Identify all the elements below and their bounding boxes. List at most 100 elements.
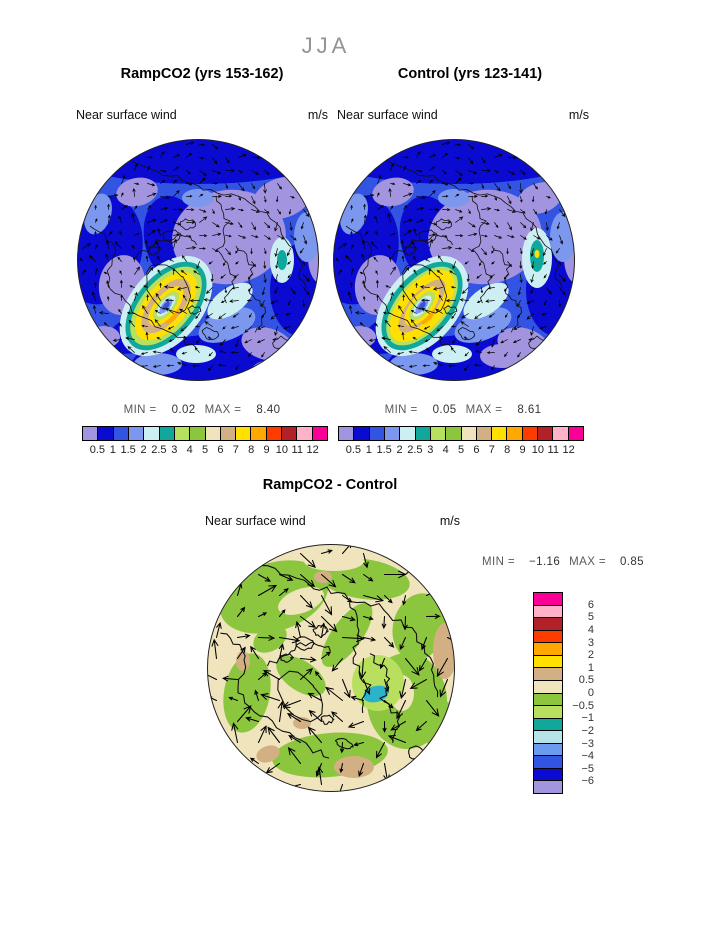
diff-units-label: m/s [439, 514, 460, 528]
colorbar-tick-label: 6 [473, 444, 480, 456]
diff-colorbar: 6 5 4 3 2 1 0.5 0 −0.5 −1 −2 −3 −4 −5 −6 [533, 592, 625, 794]
diff-minmax: MIN = −1.16 MAX = 0.85 [470, 556, 656, 568]
colorbar-segment [368, 427, 384, 440]
colorbar-tick-label: 1 [587, 661, 594, 674]
colorbar-tick-label: 2 [396, 444, 403, 456]
colorbar-tick-label: −6 [581, 775, 594, 788]
diff-max-value: 0.85 [619, 556, 644, 568]
colorbar-tick-label: 11 [291, 444, 303, 456]
ramp-min-label: MIN = [123, 404, 157, 416]
diff-min-label: MIN = [482, 556, 516, 568]
diff-colorbar-segments [533, 592, 563, 794]
colorbar-segment [265, 427, 282, 440]
ramp-units-label: m/s [307, 108, 328, 122]
colorbar-tick-label: 9 [519, 444, 526, 456]
control-units-label: m/s [568, 108, 589, 122]
colorbar-tick-label: −4 [581, 750, 594, 763]
colorbar-tick-label: 3 [427, 444, 434, 456]
colorbar-segment [460, 427, 476, 440]
colorbar-tick-label: 9 [263, 444, 270, 456]
control-field-row: Near surface wind m/s [337, 108, 589, 122]
colorbar-segment [429, 427, 446, 440]
ramp-min-value: 0.02 [171, 404, 196, 416]
colorbar-tick-label: 2.5 [151, 444, 167, 456]
colorbar-tick-label: 0.5 [345, 444, 362, 456]
colorbar-segment [143, 427, 159, 440]
colorbar-segment [311, 427, 327, 440]
colorbar-segment [475, 427, 492, 440]
colorbar-segment [534, 692, 562, 706]
colorbar-segment [399, 427, 415, 440]
colorbar-tick-label: 7 [488, 444, 495, 456]
diff-min-value: −1.16 [529, 556, 561, 568]
colorbar-segment [534, 705, 562, 718]
colorbar-tick-label: 1.5 [120, 444, 136, 456]
control-min-value: 0.05 [432, 404, 457, 416]
control-colorbar-segments [338, 426, 584, 441]
colorbar-tick-label: 10 [531, 444, 544, 456]
colorbar-tick-label: −5 [581, 762, 594, 775]
colorbar-tick-label: 5 [587, 611, 594, 624]
colorbar-tick-label: 8 [248, 444, 255, 456]
colorbar-segment [506, 427, 522, 440]
colorbar-segment [534, 717, 562, 731]
ramp-max-value: 8.40 [256, 404, 281, 416]
colorbar-segment [353, 427, 369, 440]
colorbar-segment [83, 427, 98, 440]
colorbar-segment [521, 427, 538, 440]
colorbar-tick-label: 1 [109, 444, 116, 456]
control-max-value: 8.61 [517, 404, 542, 416]
colorbar-segment [414, 427, 430, 440]
colorbar-tick-label: 11 [547, 444, 559, 456]
colorbar-tick-label: 2 [587, 649, 594, 662]
ramp-colorbar-ticks: 0.5 1 1.5 2 2.5 3 4 5 6 7 8 9 10 11 12 [82, 444, 328, 458]
colorbar-tick-label: −2 [581, 724, 594, 737]
colorbar-segment [537, 427, 553, 440]
colorbar-tick-label: 4 [186, 444, 193, 456]
colorbar-tick-label: 1 [365, 444, 372, 456]
ramp-colorbar-segments [82, 426, 328, 441]
colorbar-segment [534, 617, 562, 630]
colorbar-tick-label: 6 [587, 598, 594, 611]
ramp-map [77, 139, 319, 381]
control-max-label: MAX = [465, 404, 503, 416]
colorbar-segment [339, 427, 354, 440]
colorbar-segment [534, 642, 562, 655]
control-minmax: MIN = 0.05 MAX = 8.61 [337, 404, 589, 416]
colorbar-tick-label: 0.5 [89, 444, 106, 456]
colorbar-segment [219, 427, 236, 440]
colorbar-segment [158, 427, 174, 440]
colorbar-segment [491, 427, 507, 440]
colorbar-segment [250, 427, 266, 440]
control-min-label: MIN = [384, 404, 418, 416]
colorbar-segment [296, 427, 312, 440]
colorbar-segment [445, 427, 461, 440]
ramp-field-label: Near surface wind [76, 108, 177, 122]
colorbar-tick-label: 2.5 [407, 444, 423, 456]
colorbar-tick-label: 10 [275, 444, 288, 456]
colorbar-tick-label: 4 [442, 444, 449, 456]
colorbar-tick-label: −1 [581, 712, 594, 725]
colorbar-tick-label: −0.5 [572, 699, 594, 712]
colorbar-tick-label: 5 [457, 444, 465, 456]
colorbar-segment [567, 427, 583, 440]
colorbar-tick-label: 4 [587, 623, 594, 636]
colorbar-segment [189, 427, 205, 440]
control-colorbar-ticks: 0.5 1 1.5 2 2.5 3 4 5 6 7 8 9 10 11 12 [338, 444, 584, 458]
colorbar-segment [534, 730, 562, 743]
colorbar-segment [534, 780, 562, 793]
colorbar-segment [173, 427, 190, 440]
ramp-colorbar: 0.5 1 1.5 2 2.5 3 4 5 6 7 8 9 10 11 12 [82, 426, 328, 458]
colorbar-tick-label: 0.5 [578, 674, 594, 687]
colorbar-segment [552, 427, 568, 440]
colorbar-segment [534, 604, 562, 618]
colorbar-segment [534, 629, 562, 643]
diff-field-label: Near surface wind [205, 514, 306, 528]
diff-panel-title: RampCO2 - Control [262, 477, 398, 493]
ramp-minmax: MIN = 0.02 MAX = 8.40 [76, 404, 328, 416]
diff-max-label: MAX = [569, 556, 606, 568]
colorbar-tick-label: 6 [217, 444, 224, 456]
colorbar-tick-label: 1.5 [376, 444, 392, 456]
season-title: JJA [301, 33, 351, 58]
